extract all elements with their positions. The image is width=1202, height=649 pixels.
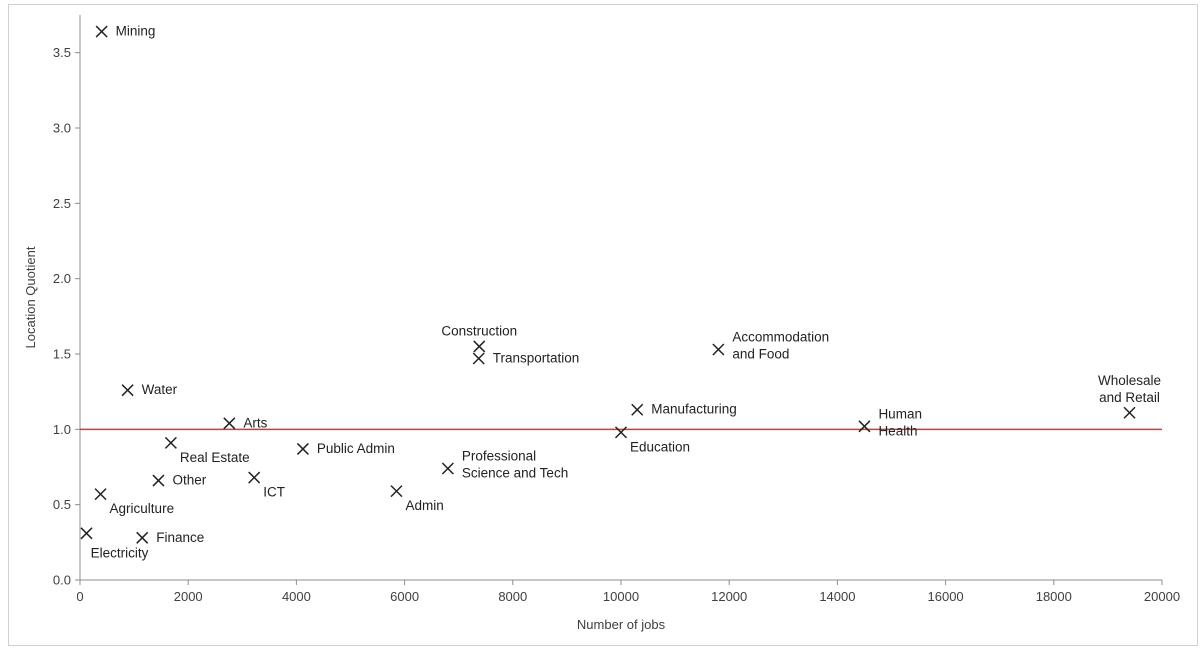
data-point (296, 442, 309, 455)
x-tick-label: 0 (76, 589, 83, 604)
point-label: Human (878, 406, 922, 421)
point-label: Other (172, 473, 206, 488)
point-label: and Food (732, 346, 789, 361)
x-tick-label: 8000 (498, 589, 527, 604)
x-tick-label: 20000 (1144, 589, 1180, 604)
x-tick-label: 18000 (1036, 589, 1072, 604)
y-axis-title: Location Quotient (23, 246, 38, 348)
x-tick-label: 2000 (174, 589, 203, 604)
x-tick-label: 16000 (928, 589, 964, 604)
y-tick-label: 0.0 (53, 573, 71, 588)
y-tick-label: 0.5 (53, 497, 71, 512)
data-point (80, 527, 93, 540)
x-tick-label: 4000 (282, 589, 311, 604)
data-point (390, 485, 403, 498)
x-tick-label: 14000 (819, 589, 855, 604)
data-point (152, 474, 165, 487)
point-label: Science and Tech (462, 466, 568, 481)
point-label: Mining (116, 24, 156, 39)
data-point (473, 340, 486, 353)
data-point (712, 343, 725, 356)
point-label: Electricity (91, 545, 149, 560)
point-label: Education (630, 439, 690, 454)
point-label: Professional (462, 449, 536, 464)
data-point (164, 436, 177, 449)
point-label: Transportation (493, 351, 580, 366)
data-point (858, 420, 871, 433)
data-point (614, 426, 628, 439)
point-label: ICT (263, 485, 285, 500)
data-points: Mining Water Arts Real Estate Public Admin Ot… (80, 24, 1161, 560)
point-label: Wholesale (1098, 373, 1161, 388)
point-label: Construction (441, 323, 517, 338)
y-tick-label: 1.5 (53, 347, 71, 362)
data-point (441, 462, 454, 475)
x-tick-label: 12000 (711, 589, 747, 604)
data-point (95, 25, 108, 38)
point-label: Agriculture (110, 501, 175, 516)
x-axis-title: Number of jobs (577, 617, 666, 632)
x-tick-label: 6000 (390, 589, 419, 604)
scatter-chart: 0 2000 4000 6000 8000 10000 12000 14000 16000 180… (23, 15, 1180, 632)
y-tick-label: 2.5 (53, 196, 71, 211)
data-point (121, 384, 134, 397)
point-label: Real Estate (180, 450, 250, 465)
y-tick-label: 3.0 (53, 121, 71, 136)
point-label: Health (878, 423, 917, 438)
data-point (631, 403, 644, 416)
point-label: Manufacturing (651, 402, 737, 417)
data-point (248, 471, 261, 484)
data-point (223, 417, 236, 430)
data-point (94, 488, 107, 501)
y-tick-label: 1.0 (53, 422, 71, 437)
point-label: Admin (405, 498, 443, 513)
data-point (136, 531, 149, 544)
point-label: Water (142, 382, 178, 397)
y-tick-label: 2.0 (53, 271, 71, 286)
point-label: Finance (156, 530, 204, 545)
point-label: and Retail (1099, 390, 1160, 405)
point-label: Arts (243, 415, 267, 430)
point-label: Public Admin (317, 441, 395, 456)
point-label: Accommodation (732, 329, 829, 344)
chart-frame: 0 2000 4000 6000 8000 10000 12000 14000 16000 180… (8, 4, 1198, 646)
axes: 0 2000 4000 6000 8000 10000 12000 14000 16000 180… (53, 15, 1180, 604)
x-tick-label: 10000 (603, 589, 639, 604)
data-point (472, 352, 485, 365)
y-tick-label: 3.5 (53, 45, 71, 60)
data-point (1123, 406, 1136, 419)
